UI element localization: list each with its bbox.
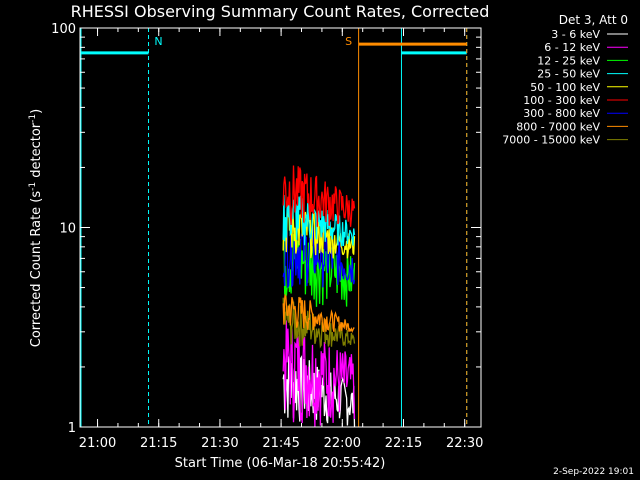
- x-tick-label: 22:30: [446, 436, 483, 451]
- y-axis-label-sup1: -1: [28, 182, 38, 191]
- y-tick-label: 10: [59, 222, 76, 237]
- x-tick-label: 21:30: [201, 436, 238, 451]
- axis-layer: 21:00 21:15 21:30 21:45 22:00 22:15 22:30 1 10 10…: [51, 22, 483, 451]
- legend-label: 800 - 7000 keV: [516, 120, 600, 133]
- y-axis-label-end: ): [29, 109, 44, 114]
- y-axis-label-main: Corrected Count Rate (s: [29, 191, 44, 348]
- y-axis-label-mid: detector: [29, 122, 44, 182]
- series-line: [282, 320, 356, 427]
- x-tick-label: 22:15: [385, 436, 422, 451]
- y-tick-label: 100: [51, 22, 76, 37]
- x-axis-label: Start Time (06-Mar-18 20:55:42): [175, 456, 386, 471]
- legend-label: 3 - 6 keV: [551, 28, 600, 41]
- legend-label: 50 - 100 keV: [530, 81, 600, 94]
- series-line: [282, 297, 356, 349]
- x-tick-label: 21:45: [262, 436, 299, 451]
- footer-date: 2-Sep-2022 19:01: [553, 467, 634, 477]
- series-layer: [282, 165, 356, 427]
- series-line: [282, 355, 356, 427]
- legend-label: 6 - 12 keV: [544, 41, 600, 54]
- legend-label: 12 - 25 keV: [537, 54, 600, 67]
- legend-label: 7000 - 15000 keV: [502, 134, 600, 147]
- flag-label: N: [154, 35, 162, 48]
- x-tick-label: 21:15: [140, 436, 177, 451]
- series-line: [282, 165, 356, 227]
- series-line: [282, 289, 355, 334]
- y-axis-label-sup2: -1: [28, 114, 38, 123]
- legend-label: 100 - 300 keV: [523, 94, 600, 107]
- x-tick-label: 22:00: [324, 436, 361, 451]
- y-tick-label: 1: [68, 421, 76, 436]
- legend-label: 25 - 50 keV: [537, 68, 600, 81]
- chart-title: RHESSI Observing Summary Count Rates, Co…: [71, 2, 490, 21]
- y-axis-label: Corrected Count Rate (s-1 detector-1): [28, 109, 44, 347]
- legend-header: Det 3, Att 0: [559, 13, 628, 27]
- legend-label: 300 - 800 keV: [523, 107, 600, 120]
- x-tick-label: 21:00: [79, 436, 116, 451]
- flag-label: S: [345, 35, 352, 48]
